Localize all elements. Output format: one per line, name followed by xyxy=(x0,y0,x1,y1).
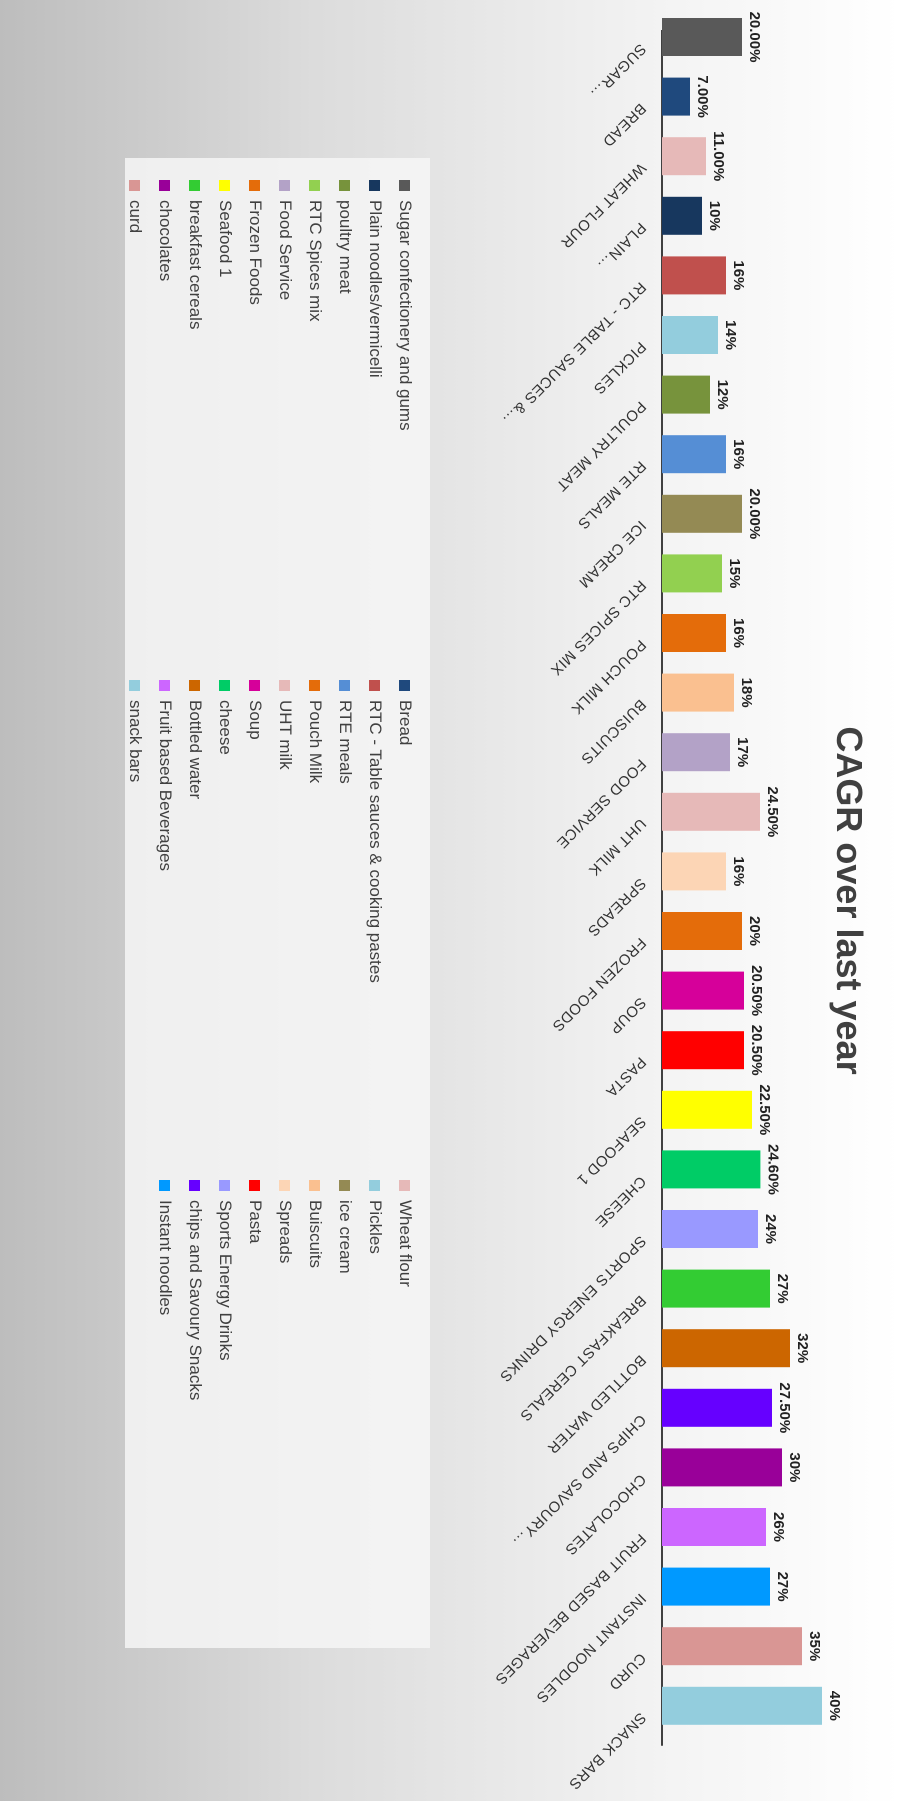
bar xyxy=(662,912,742,950)
bar xyxy=(662,1686,822,1725)
data-label: 30% xyxy=(786,1452,803,1482)
data-label: 24% xyxy=(762,1214,779,1244)
bar xyxy=(662,852,726,891)
bar xyxy=(662,1090,752,1129)
category-tick-label: SUGAR… xyxy=(587,40,649,102)
bar xyxy=(662,1448,782,1487)
bar xyxy=(662,256,726,295)
data-label: 15% xyxy=(726,558,743,588)
data-label: 20.00% xyxy=(746,12,763,63)
bar xyxy=(662,792,760,831)
data-label: 16% xyxy=(730,439,747,469)
bar xyxy=(662,733,730,772)
bar xyxy=(662,494,742,533)
bar xyxy=(662,1508,766,1546)
category-tick-label: BOTTLED WATER xyxy=(544,1351,650,1457)
bar xyxy=(662,1269,770,1308)
category-tick-label: PASTA xyxy=(602,1053,649,1100)
data-label: 16% xyxy=(730,260,747,290)
bar xyxy=(662,554,722,593)
data-label: 20.00% xyxy=(746,488,763,539)
data-label: 7.00% xyxy=(694,75,711,118)
data-label: 26% xyxy=(770,1512,787,1542)
category-tick-label: INSTANT NOODLES xyxy=(533,1590,650,1707)
bar xyxy=(662,18,742,56)
bar xyxy=(662,77,690,116)
data-label: 24.60% xyxy=(764,1144,781,1195)
bar xyxy=(662,1031,744,1070)
bar xyxy=(662,673,734,712)
data-label: 27% xyxy=(774,1572,791,1602)
category-tick-label: CURD xyxy=(605,1649,649,1693)
bar xyxy=(662,137,706,176)
data-label: 20% xyxy=(746,916,763,946)
bar xyxy=(661,1150,761,1189)
data-label: 17% xyxy=(734,737,751,767)
category-tick-label: SOUP xyxy=(606,994,649,1037)
data-label: 24.50% xyxy=(764,786,781,837)
bar xyxy=(662,1329,790,1368)
data-label: 16% xyxy=(730,618,747,648)
data-label: 27% xyxy=(774,1274,791,1304)
bar xyxy=(662,196,702,235)
data-label: 14% xyxy=(722,320,739,350)
data-label: 20.50% xyxy=(748,1025,765,1076)
data-label: 22.50% xyxy=(756,1084,773,1135)
bar xyxy=(662,614,726,652)
category-tick-label: SPREADS xyxy=(584,875,649,940)
data-label: 10% xyxy=(706,201,723,231)
data-label: 40% xyxy=(826,1691,843,1721)
bar xyxy=(662,375,710,414)
category-tick-label: UHT MILK xyxy=(585,815,649,879)
bar xyxy=(662,971,744,1010)
category-tick-label: CHEESE xyxy=(591,1173,649,1231)
category-tick-label: PICKLES xyxy=(590,338,649,397)
data-label: 16% xyxy=(730,856,747,886)
data-label: 35% xyxy=(806,1631,823,1661)
data-label: 12% xyxy=(714,380,731,410)
bar xyxy=(662,1627,802,1666)
data-label: 32% xyxy=(794,1333,811,1363)
bar xyxy=(662,435,726,474)
bar xyxy=(662,316,718,354)
category-tick-label: PLAIN… xyxy=(594,219,649,274)
data-label: 18% xyxy=(738,678,755,708)
data-label: 20.50% xyxy=(748,965,765,1016)
category-tick-label: SNACK BARS xyxy=(565,1709,649,1793)
data-label: 11.00% xyxy=(710,131,727,181)
category-tick-label: BREAD xyxy=(599,100,649,150)
bar xyxy=(662,1567,770,1606)
data-label: 27.50% xyxy=(776,1382,793,1433)
bar xyxy=(662,1210,758,1248)
bar xyxy=(662,1388,772,1427)
